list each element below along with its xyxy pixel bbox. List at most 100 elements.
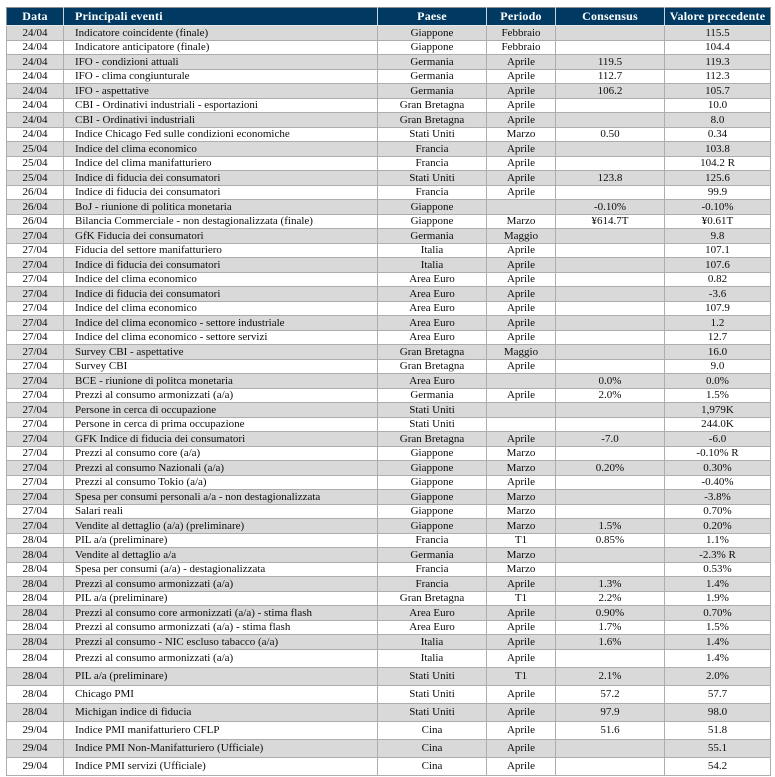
cell-previous: ¥0.61T <box>664 213 771 229</box>
cell-event: Chicago PMI <box>63 684 378 704</box>
cell-date: 29/04 <box>6 756 64 776</box>
cell-event: CBI - Ordinativi industriali <box>63 112 378 128</box>
cell-event: Survey CBI <box>63 358 378 374</box>
table-row: 27/04 Indice del clima economico Area Eu… <box>6 271 771 287</box>
cell-consensus <box>555 489 665 505</box>
table-row: 27/04 Indice di fiducia dei consumatori … <box>6 257 771 273</box>
cell-consensus: 97.9 <box>555 702 665 722</box>
cell-country: Giappone <box>377 445 487 461</box>
cell-consensus <box>555 112 665 128</box>
cell-date: 28/04 <box>6 547 64 563</box>
cell-country: Area Euro <box>377 300 487 316</box>
cell-event: Indice di fiducia dei consumatori <box>63 257 378 273</box>
cell-period: Aprile <box>486 358 556 374</box>
cell-previous: 0.53% <box>664 561 771 577</box>
cell-period: Aprile <box>486 155 556 171</box>
cell-country: Giappone <box>377 39 487 55</box>
cell-date: 27/04 <box>6 489 64 505</box>
cell-consensus: 0.50 <box>555 126 665 142</box>
cell-previous: 10.0 <box>664 97 771 113</box>
cell-date: 28/04 <box>6 605 64 621</box>
cell-period: Aprile <box>486 702 556 722</box>
cell-period: Aprile <box>486 387 556 403</box>
table-row: 28/04 PIL a/a (preliminare) Stati Uniti … <box>6 666 771 686</box>
cell-date: 24/04 <box>6 126 64 142</box>
cell-date: 27/04 <box>6 358 64 374</box>
cell-consensus <box>555 416 665 432</box>
cell-period: Marzo <box>486 518 556 534</box>
cell-previous: 1.4% <box>664 634 771 650</box>
cell-date: 24/04 <box>6 39 64 55</box>
cell-period: Aprile <box>486 184 556 200</box>
cell-period: Aprile <box>486 83 556 99</box>
cell-previous: 244.0K <box>664 416 771 432</box>
cell-previous: 8.0 <box>664 112 771 128</box>
cell-country: Area Euro <box>377 619 487 635</box>
cell-previous: 105.7 <box>664 83 771 99</box>
table-row: 27/04 Salari reali Giappone Marzo 0.70% <box>6 503 771 519</box>
cell-country: Italia <box>377 634 487 650</box>
cell-country: Francia <box>377 141 487 157</box>
cell-consensus: 2.2% <box>555 590 665 606</box>
cell-period: Aprile <box>486 300 556 316</box>
cell-country: Gran Bretagna <box>377 590 487 606</box>
column-header-consensus: Consensus <box>555 7 665 26</box>
cell-consensus <box>555 155 665 171</box>
cell-previous: 54.2 <box>664 756 771 776</box>
cell-consensus <box>555 300 665 316</box>
cell-period: Maggio <box>486 228 556 244</box>
cell-period: Aprile <box>486 720 556 740</box>
cell-event: Indice del clima economico - settore ser… <box>63 329 378 345</box>
table-row: 24/04 IFO - condizioni attuali Germania … <box>6 54 771 70</box>
cell-event: Prezzi al consumo Nazionali (a/a) <box>63 460 378 476</box>
cell-consensus <box>555 329 665 345</box>
cell-date: 27/04 <box>6 373 64 389</box>
cell-period: Aprile <box>486 68 556 84</box>
cell-date: 24/04 <box>6 54 64 70</box>
cell-event: Vendite al dettaglio (a/a) (preliminare) <box>63 518 378 534</box>
cell-consensus <box>555 184 665 200</box>
cell-period: Aprile <box>486 576 556 592</box>
table-row: 28/04 Chicago PMI Stati Uniti Aprile 57.… <box>6 684 771 704</box>
cell-consensus <box>555 257 665 273</box>
cell-period: Aprile <box>486 141 556 157</box>
table-row: 24/04 IFO - aspettative Germania Aprile … <box>6 83 771 99</box>
cell-consensus <box>555 228 665 244</box>
cell-period: Marzo <box>486 503 556 519</box>
cell-period: Aprile <box>486 271 556 287</box>
cell-previous: -0.10% <box>664 199 771 215</box>
cell-previous: 1.4% <box>664 648 771 668</box>
cell-consensus <box>555 648 665 668</box>
cell-previous: 0.0% <box>664 373 771 389</box>
cell-country: Area Euro <box>377 329 487 345</box>
cell-date: 29/04 <box>6 738 64 758</box>
cell-event: BoJ - riunione di politica monetaria <box>63 199 378 215</box>
cell-period: Marzo <box>486 213 556 229</box>
cell-period: Marzo <box>486 489 556 505</box>
cell-country: Giappone <box>377 199 487 215</box>
cell-country: Giappone <box>377 213 487 229</box>
cell-period: Aprile <box>486 170 556 186</box>
cell-date: 24/04 <box>6 25 64 41</box>
cell-date: 28/04 <box>6 666 64 686</box>
cell-event: PIL a/a (preliminare) <box>63 666 378 686</box>
cell-date: 25/04 <box>6 141 64 157</box>
cell-country: Cina <box>377 756 487 776</box>
cell-country: Gran Bretagna <box>377 344 487 360</box>
table-row: 28/04 Prezzi al consumo core armonizzati… <box>6 605 771 621</box>
cell-event: Salari reali <box>63 503 378 519</box>
table-row: 24/04 Indicatore anticipatore (finale) G… <box>6 39 771 55</box>
table-row: 27/04 Persone in cerca di prima occupazi… <box>6 416 771 432</box>
cell-period: Aprile <box>486 97 556 113</box>
cell-country: Germania <box>377 54 487 70</box>
cell-previous: 9.8 <box>664 228 771 244</box>
economic-calendar-table: Data Principali eventi Paese Periodo Con… <box>6 7 771 776</box>
cell-consensus: 0.0% <box>555 373 665 389</box>
cell-event: Indice del clima economico - settore ind… <box>63 315 378 331</box>
table-row: 26/04 Bilancia Commerciale - non destagi… <box>6 213 771 229</box>
cell-consensus <box>555 474 665 490</box>
cell-previous: 104.4 <box>664 39 771 55</box>
table-row: 27/04 Fiducia del settore manifatturiero… <box>6 242 771 258</box>
table-row: 24/04 CBI - Ordinativi industriali Gran … <box>6 112 771 128</box>
cell-consensus: 123.8 <box>555 170 665 186</box>
